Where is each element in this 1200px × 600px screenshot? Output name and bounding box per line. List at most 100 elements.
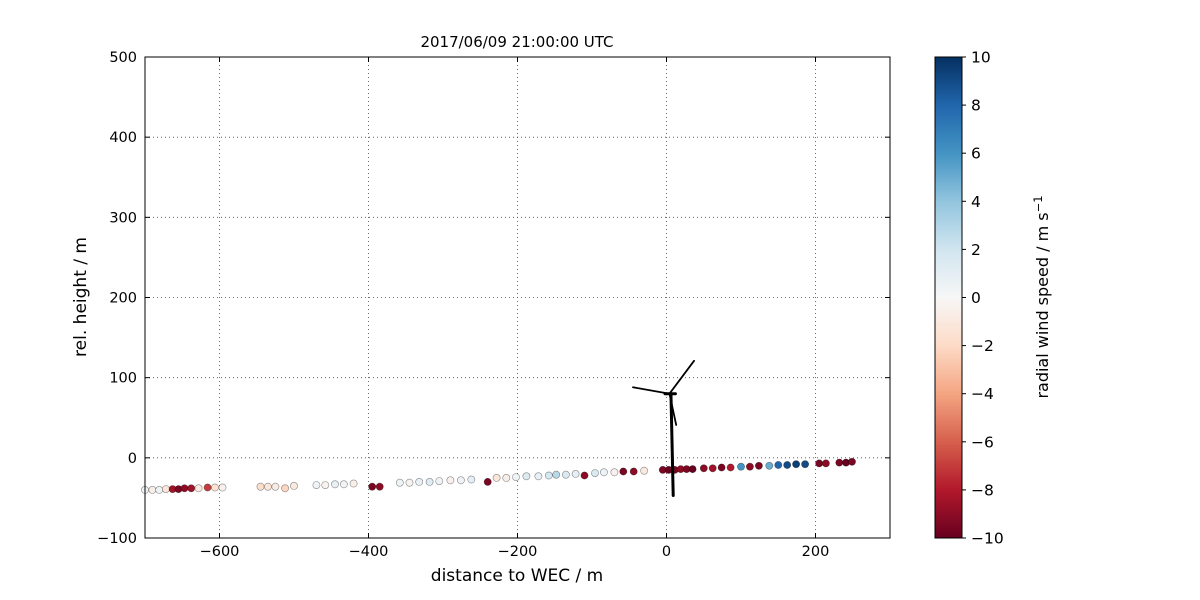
scatter-point [610,468,619,477]
scatter-point [774,461,783,469]
scatter-point [580,471,589,480]
scatter-point [688,465,697,473]
scatter-point [619,467,628,476]
scatter-point [717,463,726,472]
scatter-point [467,475,476,484]
scatter-point [368,482,377,491]
scatter-point [321,481,330,489]
scatter-point [256,482,265,491]
grid-layer [145,57,890,538]
colorbar-gradient [935,57,962,538]
scatter-point [755,461,763,470]
scatter-point [218,483,227,492]
scatter-point [783,461,792,469]
y-tick-label: 0 [128,451,137,467]
y-tick-label: 400 [109,130,137,146]
y-tick-label: 300 [109,210,137,226]
turbine-blade [668,392,678,426]
scatter-point [629,467,638,476]
colorbar-label-exponent: −1 [1031,195,1045,212]
scatter-point [591,469,599,477]
scatter-point [600,468,608,477]
scatter-point [746,462,754,471]
colorbar-tick-label: 4 [971,193,981,211]
scatter-point [312,481,321,489]
scatter-point [290,481,298,490]
scatter-point [194,484,203,493]
scatter-point [339,480,348,489]
turbine-tower [669,393,675,498]
x-tick-label: 200 [802,544,830,560]
scatter-point [571,469,580,478]
colorbar-tick-label: −4 [971,385,994,403]
x-tick-label: 0 [662,544,671,560]
scatter-point [180,484,189,493]
scatter-point [187,484,196,493]
scatter-point [835,458,844,467]
colorbar: 10 8 6 4 2 0 −2 −4 −6 −8 −10 [934,49,1004,548]
scatter-point [502,473,511,482]
y-axis-label: rel. height / m [71,237,91,357]
scatter-point [211,483,219,492]
chart-title: 2017/06/09 21:00:00 UTC [420,33,613,51]
scatter-point [512,473,520,481]
colorbar-tick-label: 6 [971,145,981,163]
scatter-point [792,460,800,469]
scatter-point [726,463,735,472]
scatter-point [848,457,856,466]
scatter-point [456,476,465,485]
scatter-point [435,477,444,485]
scatter-point [562,470,570,479]
colorbar-tick-label: −6 [971,433,994,451]
axis-ticks-layer: −600 −400 −200 0 200 −100 0 100 200 300 400 500 [97,50,890,560]
scatter-point [708,464,717,473]
x-tick-label: −400 [349,544,389,560]
scatter-point [415,477,424,486]
colorbar-tick-label: 0 [971,289,981,307]
scatter-point [544,471,553,480]
colorbar-label-text: radial wind speed / m s [1033,212,1052,398]
y-tick-label: 200 [109,291,137,307]
scatter-point [148,485,157,494]
turbine-blade [632,386,671,395]
scatter-point [737,462,745,471]
scatter-point [765,461,774,470]
scatter-point [483,477,492,486]
x-tick-label: −200 [498,544,538,560]
scatter-point [203,483,212,492]
scatter-point [815,459,824,468]
scatter-point [640,466,649,475]
scatter-point [446,476,455,485]
scatter-point [271,482,280,491]
scatter-point [405,478,414,487]
scatter-layer [141,457,856,494]
scatter-point [534,472,543,481]
scatter-point [281,484,289,493]
colorbar-tick-label: −10 [971,530,1004,548]
scatter-point [395,478,404,487]
scatter-point [331,480,339,489]
scatter-point [522,472,531,481]
scatter-point [492,473,501,482]
turbine-blade [668,359,695,395]
y-tick-label: −100 [97,531,137,547]
scatter-point [375,482,384,491]
scatter-point [552,470,561,479]
y-tick-label: 500 [109,50,137,66]
scatter-point [822,459,830,468]
scatter-point [699,464,708,473]
colorbar-tick-label: −2 [971,337,994,355]
scatter-point [155,485,164,494]
colorbar-label: radial wind speed / m s−1 [1031,195,1052,398]
colorbar-tick-label: −8 [971,481,994,499]
x-tick-label: −600 [200,544,240,560]
y-tick-label: 100 [109,371,137,387]
colorbar-tick-label: 10 [971,49,991,67]
plot-border [144,56,891,539]
scatter-point [801,460,809,469]
wind-turbine [632,359,695,498]
x-axis-label: distance to WEC / m [431,566,603,586]
scatter-point [349,479,358,488]
